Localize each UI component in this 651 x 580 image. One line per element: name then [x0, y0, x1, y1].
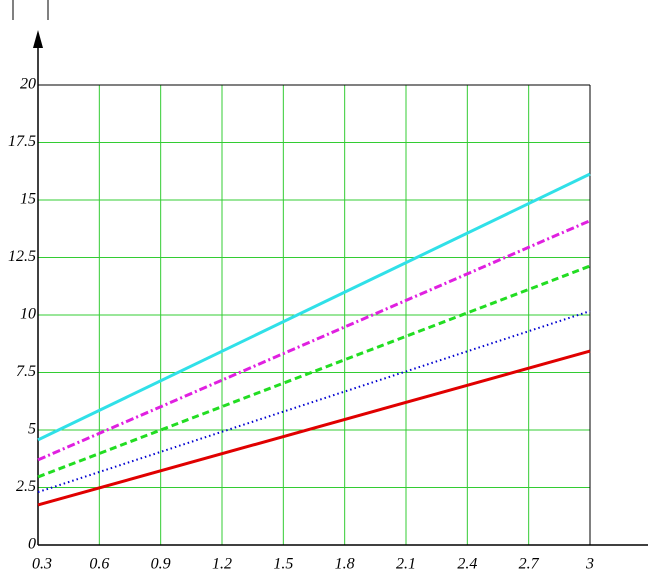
series-line — [37, 349, 591, 507]
y-tick-label: 15 — [20, 191, 36, 208]
x-tick-label: 0.3 — [32, 556, 52, 573]
series-line — [37, 264, 591, 479]
x-tick-label: 3 — [585, 556, 594, 573]
x-tick-label: 1.8 — [335, 556, 355, 573]
x-tick-label: 2.1 — [396, 556, 416, 573]
x-tick-label: 1.2 — [212, 556, 232, 573]
y-tick-label: 0 — [28, 536, 36, 553]
axis-arrow — [33, 30, 43, 48]
series-line — [37, 172, 591, 442]
x-tick-label: 0.6 — [89, 556, 109, 573]
x-tick-label: 0.9 — [151, 556, 171, 573]
y-tick-label: 10 — [20, 306, 36, 323]
y-tick-label: 5 — [28, 421, 36, 438]
series-line — [37, 219, 591, 462]
y-tick-label: 2.5 — [16, 478, 36, 495]
y-tick-label: 20 — [20, 76, 36, 93]
x-tick-label: 2.4 — [457, 556, 477, 573]
x-tick-label: 1.5 — [273, 556, 293, 573]
y-tick-label: 17.5 — [8, 133, 36, 150]
y-tick-label: 7.5 — [16, 363, 36, 380]
x-tick-label: 2.7 — [519, 556, 540, 573]
y-tick-label: 12.5 — [8, 248, 36, 265]
